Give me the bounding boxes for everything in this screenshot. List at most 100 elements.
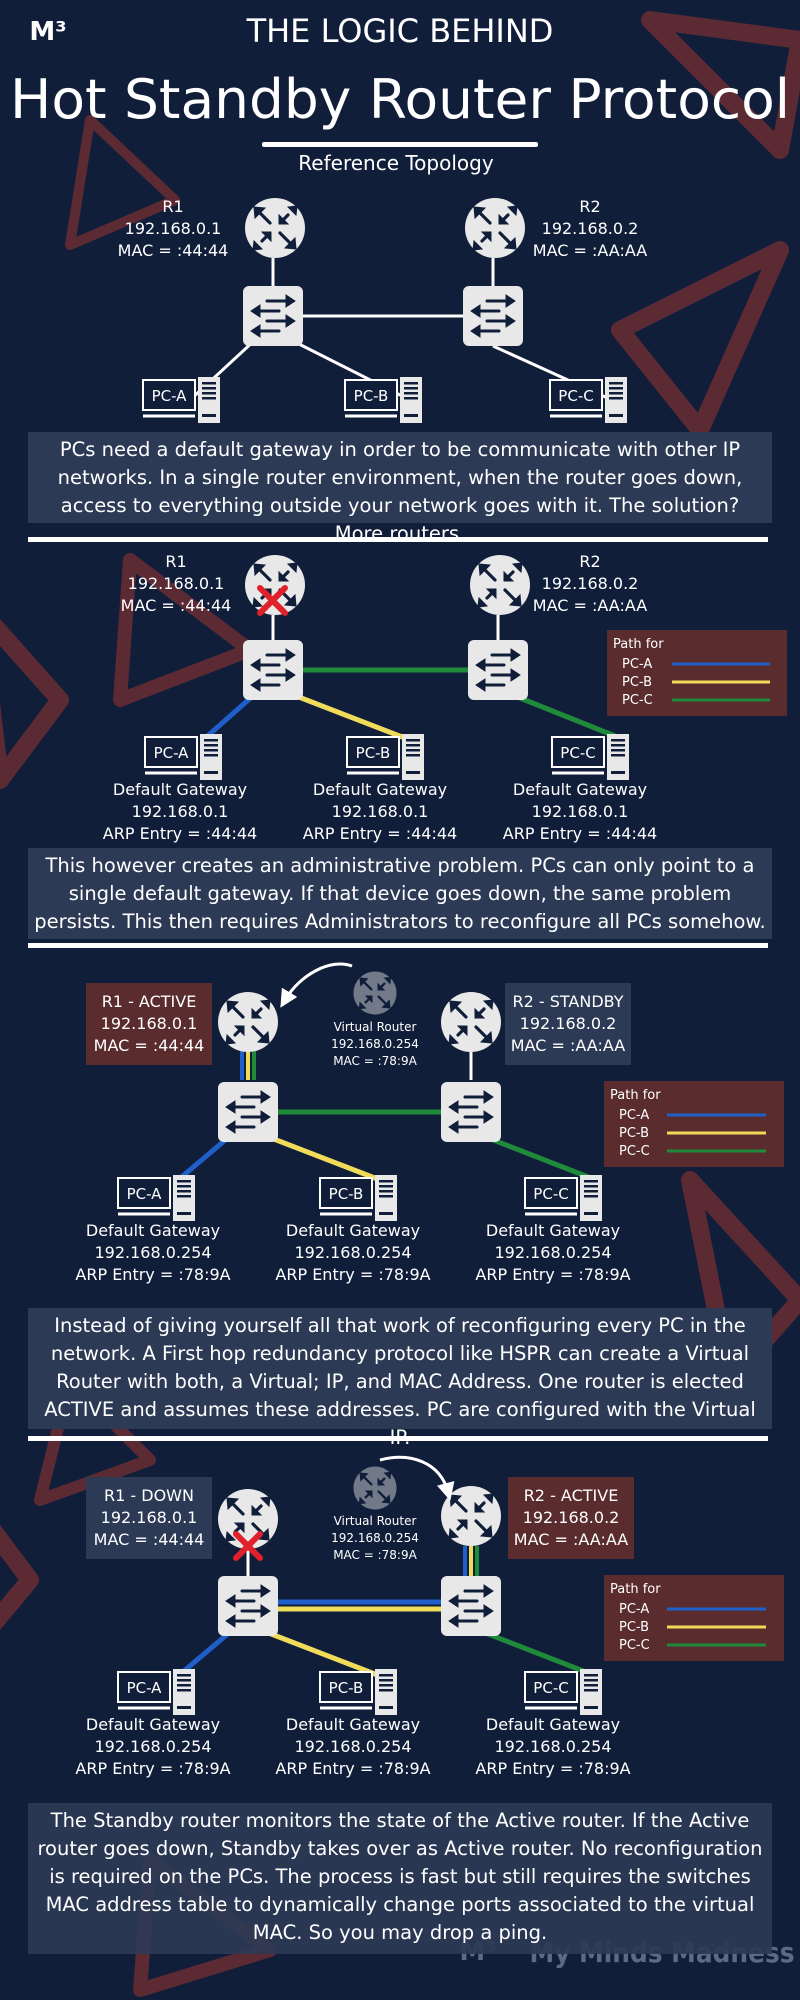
pc-a-tower-icon: [200, 734, 222, 780]
switch-right-icon: [439, 1574, 503, 1638]
section-hsrp-failover: R1 - DOWN 192.168.0.1 MAC = :44:44 R2 - …: [75, 1455, 784, 1778]
legend-title: Path for: [613, 637, 664, 652]
pc-a-label: PC-A: [127, 1185, 163, 1203]
switch-left-icon: [241, 638, 305, 702]
switch-right-icon: [466, 638, 530, 702]
pc-a: PC-A: [142, 377, 220, 423]
pc-c-tower-icon: [580, 1669, 602, 1715]
pc-c-tower-icon: [605, 377, 627, 423]
switch-right-icon: [439, 1080, 503, 1144]
pc-b-gateway-label: Default Gateway: [286, 1221, 420, 1240]
pc-b: PC-B: [319, 1669, 397, 1715]
divider: [28, 943, 768, 948]
pc-a-gateway-ip: 192.168.0.254: [94, 1243, 211, 1262]
header: M³ THE LOGIC BEHIND Hot Standby Router P…: [10, 12, 790, 175]
pc-a-tower-icon: [173, 1669, 195, 1715]
pc-a-arp-entry: ARP Entry = :78:9A: [75, 1265, 230, 1284]
legend-pc-b: PC-B: [622, 675, 652, 690]
pc-a-gateway-label: Default Gateway: [86, 1715, 220, 1734]
pc-a-gateway-label: Default Gateway: [113, 780, 247, 799]
r1-failed-icon: [233, 1531, 263, 1561]
r2-name: R2: [579, 197, 600, 216]
r2-mac: MAC = :AA:AA: [514, 1530, 628, 1549]
r1-label-box: R1 - DOWN 192.168.0.1 MAC = :44:44: [86, 1477, 212, 1559]
pc-a-arp-entry: ARP Entry = :78:9A: [75, 1759, 230, 1778]
r1-ip: 192.168.0.1: [101, 1014, 198, 1033]
pc-c: PC-C: [524, 1669, 602, 1715]
r1-name: R1 - ACTIVE: [102, 992, 197, 1011]
legend-title: Path for: [610, 1582, 661, 1597]
r1-ip: 192.168.0.1: [101, 1508, 198, 1527]
title-underline: [262, 142, 538, 147]
legend-pc-c: PC-C: [619, 1638, 650, 1653]
r1-ip: 192.168.0.1: [125, 219, 222, 238]
pc-a-gateway-ip: 192.168.0.254: [94, 1737, 211, 1756]
failover-arrow-icon: [280, 962, 353, 1008]
r1-failed-icon: [257, 585, 288, 616]
pc-b-label: PC-B: [329, 1679, 364, 1697]
virtual-router-icon: [352, 1465, 398, 1511]
legend: Path for PC-A PC-B PC-C: [604, 1575, 784, 1661]
virtual-router-ip: 192.168.0.254: [331, 1531, 419, 1545]
r2-name: R2 - STANDBY: [512, 992, 623, 1011]
pc-a-label: PC-A: [127, 1679, 163, 1697]
section-reference-topology: R1 192.168.0.1 MAC = :44:44 R2 192.168.0…: [118, 196, 647, 423]
divider: [28, 1436, 768, 1441]
r2-mac: MAC = :AA:AA: [533, 596, 647, 615]
pc-b-label: PC-B: [329, 1185, 364, 1203]
r1-name: R1 - DOWN: [104, 1486, 194, 1505]
legend-pc-c: PC-C: [619, 1144, 650, 1159]
r2-mac: MAC = :AA:AA: [533, 241, 647, 260]
divider: [28, 537, 768, 542]
kicker: THE LOGIC BEHIND: [246, 12, 554, 50]
pc-c: PC-C: [524, 1175, 602, 1221]
pc-b-gateway-ip: 192.168.0.254: [294, 1243, 411, 1262]
pc-a-label: PC-A: [154, 744, 190, 762]
r2-ip: 192.168.0.2: [520, 1014, 617, 1033]
pc-b-arp-entry: ARP Entry = :78:9A: [275, 1265, 430, 1284]
r1-mac: MAC = :44:44: [94, 1036, 205, 1055]
r1-router-icon: [216, 1487, 280, 1551]
legend-pc-c: PC-C: [622, 693, 653, 708]
pc-a-gateway-ip: 192.168.0.1: [132, 802, 229, 821]
pc-c-gateway-ip: 192.168.0.254: [494, 1737, 611, 1756]
pc-c: PC-C: [551, 734, 629, 780]
pc-a-label: PC-A: [152, 387, 188, 405]
pc-a-gateway-label: Default Gateway: [86, 1221, 220, 1240]
logo: M³: [29, 17, 66, 47]
pc-a: PC-A: [144, 734, 222, 780]
legend-pc-b: PC-B: [619, 1126, 649, 1141]
r1-label-box: R1 - ACTIVE 192.168.0.1 MAC = :44:44: [86, 983, 212, 1065]
pc-c-label: PC-C: [533, 1679, 568, 1697]
pc-c: PC-C: [549, 377, 627, 423]
pc-b-arp-entry: ARP Entry = :44:44: [303, 824, 457, 843]
virtual-router-name: Virtual Router: [334, 1020, 417, 1034]
r2-ip: 192.168.0.2: [542, 574, 639, 593]
pc-b-tower-icon: [375, 1669, 397, 1715]
r2-router-icon: [439, 1484, 503, 1548]
pc-c-arp-entry: ARP Entry = :44:44: [503, 824, 657, 843]
pc-a-tower-icon: [173, 1175, 195, 1221]
pc-c-label: PC-C: [560, 744, 595, 762]
virtual-router-ip: 192.168.0.254: [331, 1037, 419, 1051]
switch-left-icon: [241, 284, 305, 348]
pc-c-gateway-label: Default Gateway: [513, 780, 647, 799]
pc-b-gateway-label: Default Gateway: [286, 1715, 420, 1734]
section-single-gateway: R1 192.168.0.1 MAC = :44:44 R2 192.168.0…: [103, 552, 787, 843]
page-title: Hot Standby Router Protocol: [10, 68, 790, 131]
legend-pc-a: PC-A: [619, 1108, 649, 1123]
legend-pc-b: PC-B: [619, 1620, 649, 1635]
r2-router-icon: [439, 990, 503, 1054]
pc-c-label: PC-C: [533, 1185, 568, 1203]
switch-right-icon: [461, 284, 525, 348]
pc-c-arp-entry: ARP Entry = :78:9A: [475, 1759, 630, 1778]
pc-b-gateway-ip: 192.168.0.1: [332, 802, 429, 821]
pc-c-gateway-ip: 192.168.0.1: [532, 802, 629, 821]
r1-ip: 192.168.0.1: [128, 574, 225, 593]
pc-b-gateway-ip: 192.168.0.254: [294, 1737, 411, 1756]
r2-name: R2 - ACTIVE: [524, 1486, 619, 1505]
legend: Path for PC-A PC-B PC-C: [604, 1081, 784, 1167]
virtual-router-name: Virtual Router: [334, 1514, 417, 1528]
virtual-router-mac: MAC = :78:9A: [333, 1548, 417, 1562]
